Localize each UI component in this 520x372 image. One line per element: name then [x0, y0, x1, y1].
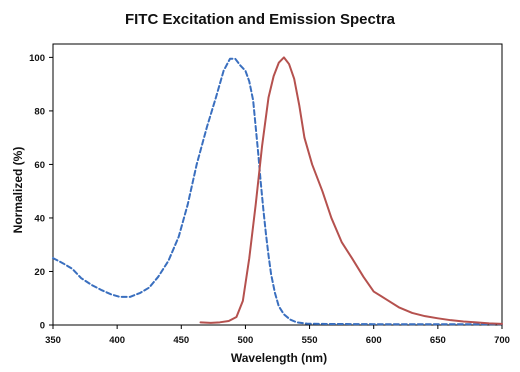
x-tick-label: 650: [430, 335, 446, 346]
x-tick-label: 700: [494, 335, 510, 346]
plot-area: [52, 43, 503, 326]
x-tick-label: 350: [45, 335, 61, 346]
plot-frame: [52, 43, 503, 326]
y-axis-ticks: 0 20 40 60 80 100: [29, 53, 53, 332]
y-tick-label: 0: [40, 321, 45, 332]
x-tick-label: 500: [237, 335, 253, 346]
x-axis-label: Wavelength (nm): [231, 351, 327, 365]
y-tick-label: 40: [34, 213, 45, 224]
x-axis-ticks: 350 400 450 500 550 600 650 700: [45, 325, 510, 346]
chart-title: FITC Excitation and Emission Spectra: [125, 11, 396, 28]
y-axis-label: Normalized (%): [11, 147, 25, 234]
y-tick-label: 100: [29, 53, 45, 64]
y-tick-label: 60: [34, 160, 45, 171]
y-tick-label: 80: [34, 106, 45, 117]
x-tick-label: 450: [173, 335, 189, 346]
excitation-spectrum-line: [52, 57, 503, 326]
x-tick-label: 400: [109, 335, 125, 346]
y-tick-label: 20: [34, 267, 45, 278]
x-tick-label: 550: [302, 335, 318, 346]
emission-spectrum-line: [199, 56, 503, 325]
x-tick-label: 600: [366, 335, 382, 346]
